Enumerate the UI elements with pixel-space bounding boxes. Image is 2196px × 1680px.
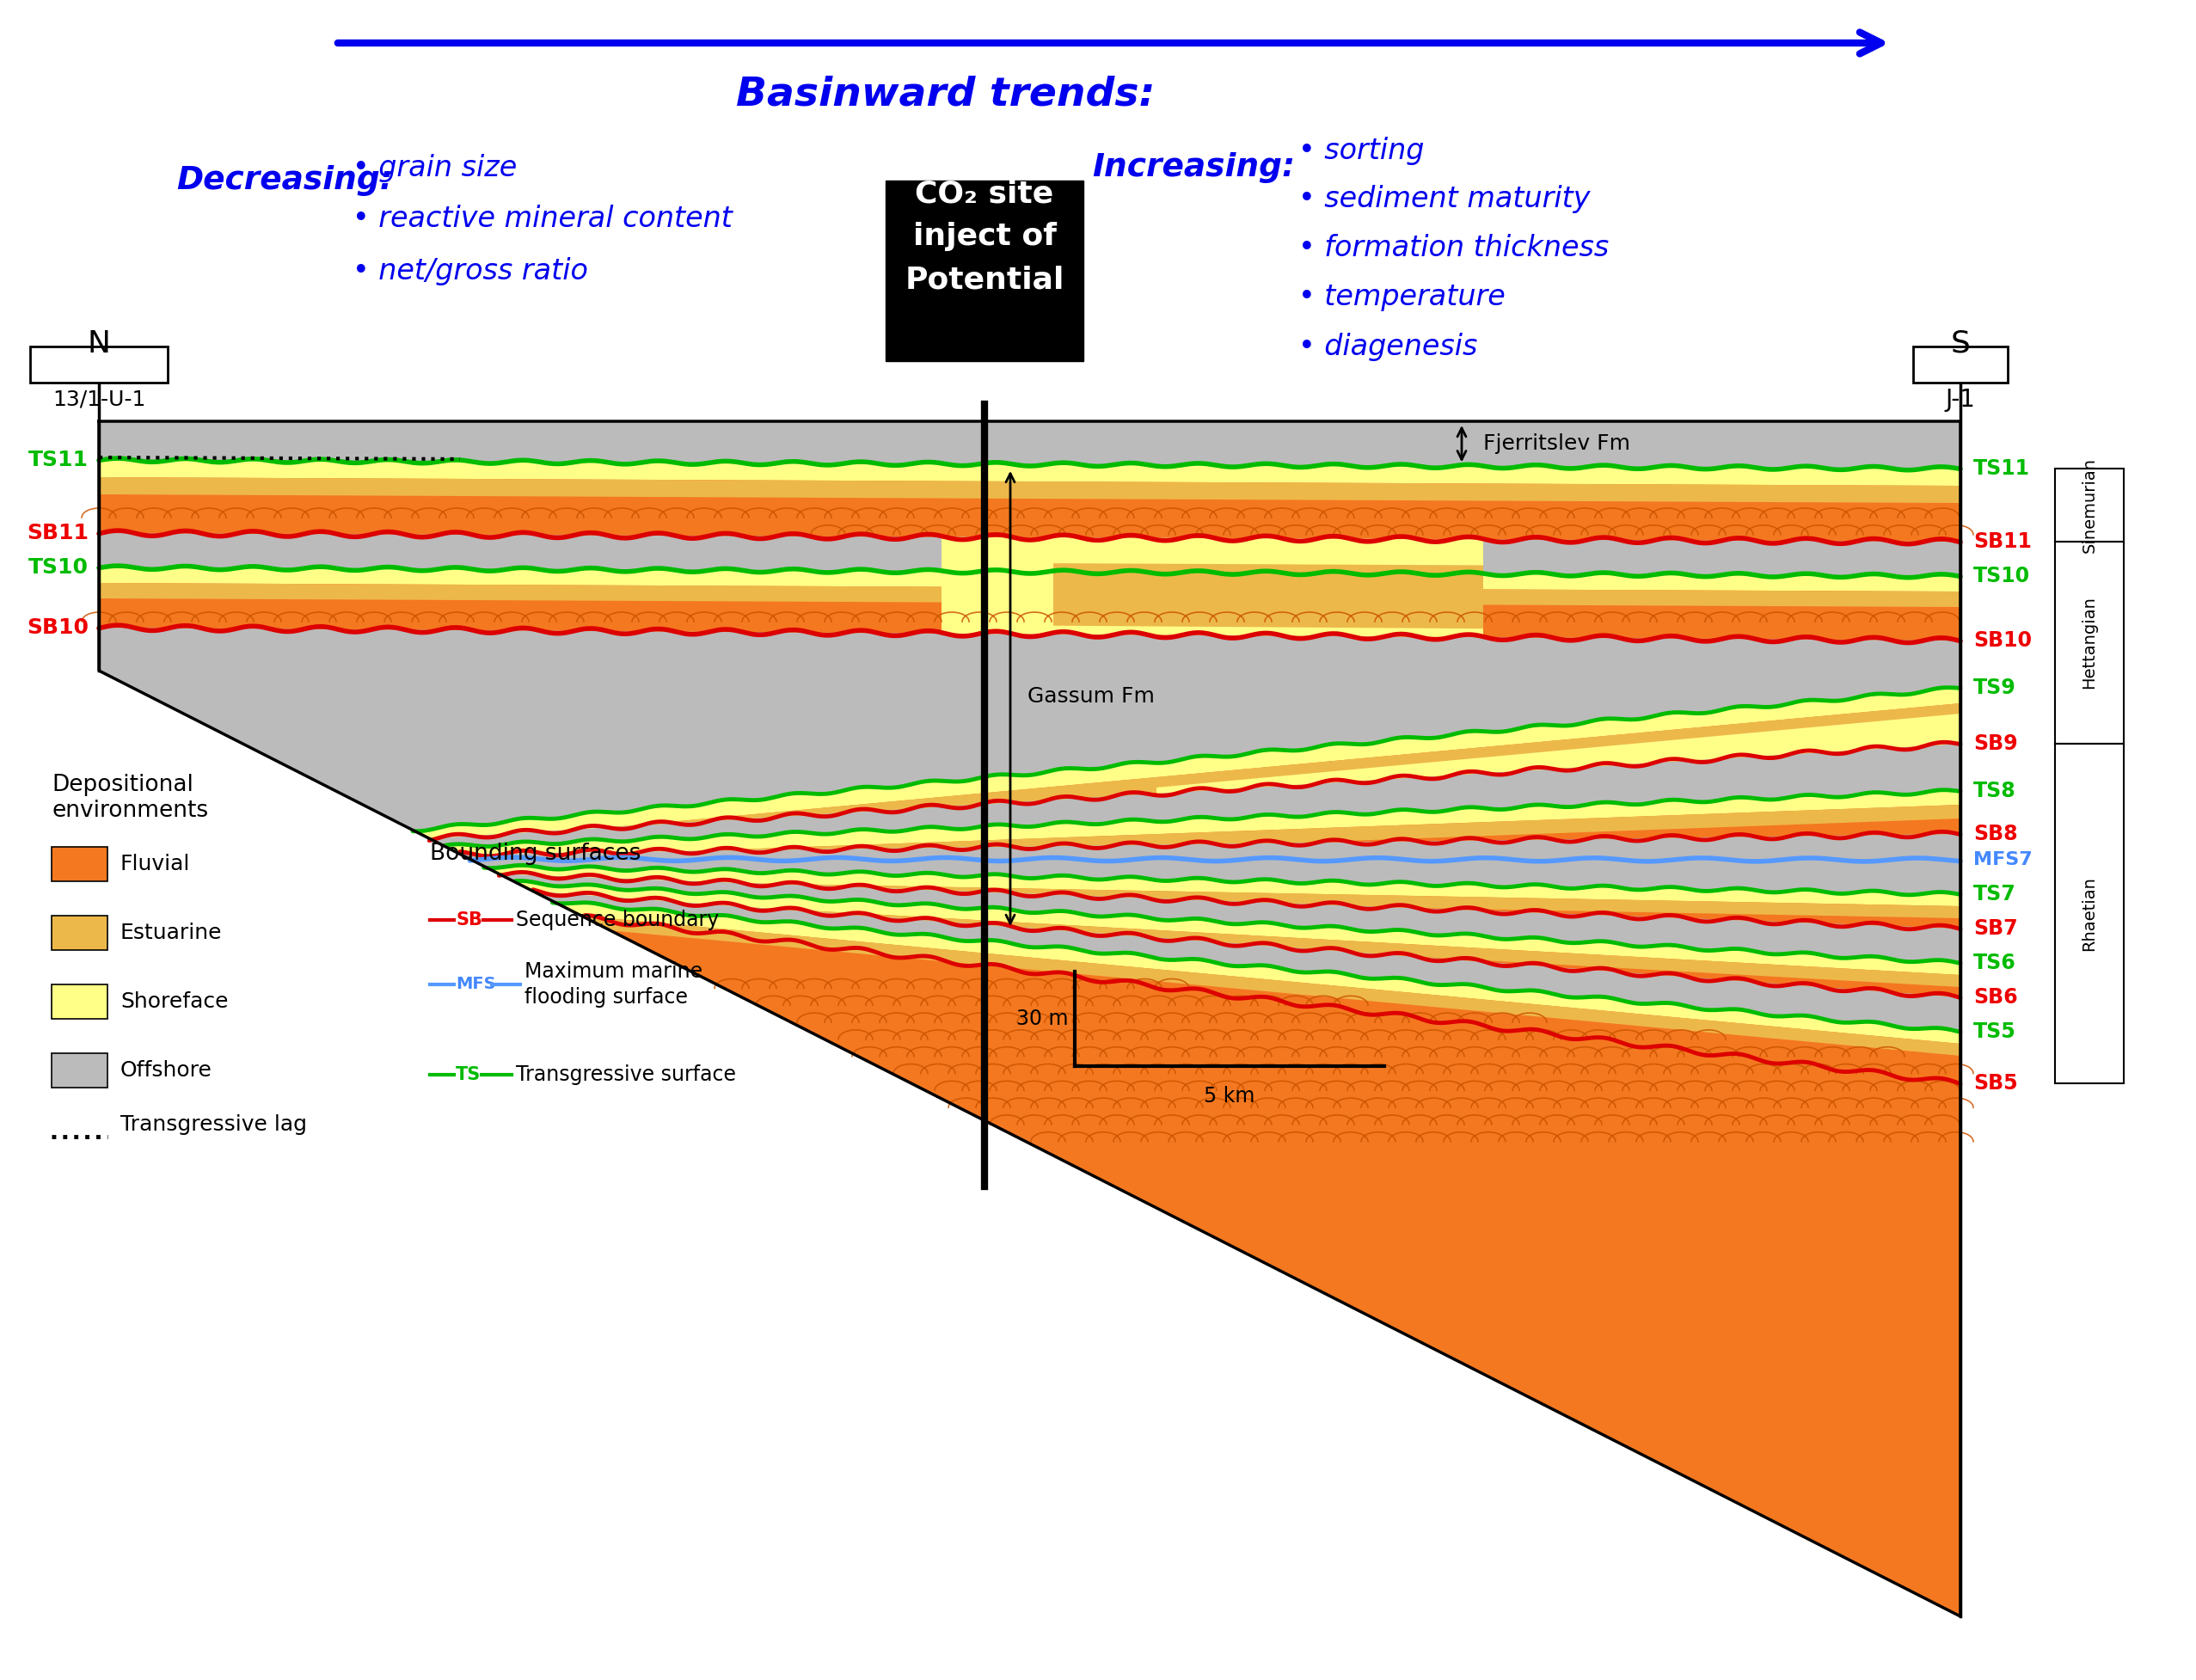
Text: Fluvial: Fluvial <box>121 853 191 874</box>
Text: SB7: SB7 <box>1974 919 2018 939</box>
Polygon shape <box>99 422 1961 1616</box>
Polygon shape <box>99 670 1961 894</box>
Text: J-1: J-1 <box>1946 388 1976 412</box>
Text: 30 m: 30 m <box>1017 1008 1067 1030</box>
Text: SB6: SB6 <box>1974 988 2018 1008</box>
Text: Bounding surfaces: Bounding surfaces <box>430 843 641 865</box>
Polygon shape <box>99 670 1961 963</box>
Bar <box>51 916 108 951</box>
Polygon shape <box>99 628 1961 830</box>
Text: • temperature: • temperature <box>1298 284 1504 312</box>
Text: Transgressive surface: Transgressive surface <box>516 1065 736 1085</box>
Polygon shape <box>99 670 1961 919</box>
Bar <box>2055 744 2124 1084</box>
Text: TS6: TS6 <box>1974 953 2016 973</box>
Text: Basinward trends:: Basinward trends: <box>736 76 1155 114</box>
Text: Offshore: Offshore <box>121 1060 213 1080</box>
Text: MFS7: MFS7 <box>1974 852 2033 869</box>
Text: Gassum Fm: Gassum Fm <box>1028 685 1155 707</box>
Text: Shoreface: Shoreface <box>121 991 228 1011</box>
Polygon shape <box>1054 563 1482 628</box>
Bar <box>885 180 1083 361</box>
Polygon shape <box>99 670 1961 857</box>
Text: • sediment maturity: • sediment maturity <box>1298 185 1590 213</box>
Polygon shape <box>942 538 1482 637</box>
Text: Hettangian: Hettangian <box>2082 596 2097 689</box>
Polygon shape <box>99 422 1961 469</box>
Polygon shape <box>99 670 1961 988</box>
Text: Potential: Potential <box>905 265 1065 294</box>
Polygon shape <box>99 670 1961 1043</box>
Bar <box>1913 346 2007 383</box>
Text: Sequence boundary: Sequence boundary <box>516 909 718 931</box>
Bar <box>51 847 108 882</box>
Text: • formation thickness: • formation thickness <box>1298 234 1610 262</box>
Text: • sorting: • sorting <box>1298 136 1425 165</box>
Text: TS9: TS9 <box>1974 677 2016 699</box>
Text: inject of: inject of <box>914 222 1056 250</box>
Text: TS5: TS5 <box>1974 1021 2016 1042</box>
Text: CO₂ site: CO₂ site <box>916 178 1054 208</box>
Polygon shape <box>99 670 1961 872</box>
Text: SB: SB <box>457 911 483 929</box>
Text: TS10: TS10 <box>29 558 88 578</box>
Text: SB5: SB5 <box>1974 1074 2018 1094</box>
Text: TS11: TS11 <box>1974 459 2029 479</box>
Text: 5 km: 5 km <box>1203 1085 1256 1107</box>
Text: SB8: SB8 <box>1974 823 2018 845</box>
Text: • grain size: • grain size <box>354 153 516 181</box>
Polygon shape <box>99 568 1961 591</box>
Polygon shape <box>99 670 1961 847</box>
Text: SB10: SB10 <box>26 617 88 638</box>
Text: Rhaetian: Rhaetian <box>2082 877 2097 951</box>
Text: Decreasing:: Decreasing: <box>176 165 393 197</box>
Text: TS10: TS10 <box>1974 566 2029 586</box>
Polygon shape <box>99 670 1961 974</box>
Polygon shape <box>99 670 1961 906</box>
Polygon shape <box>99 670 1961 1032</box>
Text: Transgressive lag: Transgressive lag <box>121 1114 307 1136</box>
Text: SB11: SB11 <box>26 522 88 543</box>
Text: Estuarine: Estuarine <box>121 922 222 942</box>
Text: S: S <box>1950 329 1970 358</box>
Text: Sinemurian: Sinemurian <box>2082 457 2097 553</box>
Bar <box>51 1053 108 1087</box>
Text: SB11: SB11 <box>1974 531 2031 553</box>
Text: • reactive mineral content: • reactive mineral content <box>354 205 733 234</box>
Polygon shape <box>99 670 1961 858</box>
Text: TS8: TS8 <box>1974 781 2016 801</box>
Bar <box>2055 469 2124 541</box>
Text: 13/1-U-1: 13/1-U-1 <box>53 390 145 410</box>
Text: TS11: TS11 <box>29 450 88 470</box>
Bar <box>31 346 167 383</box>
Polygon shape <box>1157 714 1961 793</box>
Text: TS: TS <box>457 1067 481 1084</box>
Text: MFS: MFS <box>457 976 496 993</box>
Text: N: N <box>88 329 110 358</box>
Polygon shape <box>99 533 1961 576</box>
Polygon shape <box>99 670 1961 843</box>
Polygon shape <box>99 583 1961 606</box>
Text: SB9: SB9 <box>1974 734 2018 754</box>
Text: Increasing:: Increasing: <box>1091 153 1296 183</box>
Text: TS7: TS7 <box>1974 884 2016 904</box>
Text: Maximum marine
flooding surface: Maximum marine flooding surface <box>525 961 703 1008</box>
Text: SB10: SB10 <box>1974 630 2031 650</box>
Text: • net/gross ratio: • net/gross ratio <box>354 257 589 286</box>
Text: Depositional
environments: Depositional environments <box>51 774 209 822</box>
Text: • diagenesis: • diagenesis <box>1298 333 1478 361</box>
Polygon shape <box>99 670 1961 1055</box>
Polygon shape <box>99 460 1961 486</box>
Polygon shape <box>99 477 1961 502</box>
Bar <box>2055 541 2124 744</box>
Bar <box>51 984 108 1018</box>
Text: Fjerritslev Fm: Fjerritslev Fm <box>1482 433 1629 454</box>
